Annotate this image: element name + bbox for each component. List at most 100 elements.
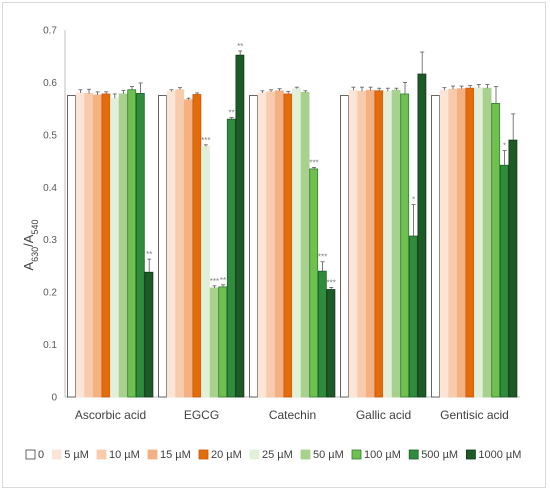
y-tick-label: 0 — [51, 393, 57, 404]
bar — [491, 103, 501, 398]
legend-swatch — [51, 449, 62, 460]
legend-label: 20 µM — [211, 449, 242, 461]
bar — [340, 95, 349, 398]
legend-label: 100 µM — [364, 449, 401, 461]
bar — [218, 286, 228, 398]
bar — [67, 95, 76, 398]
bar — [499, 164, 509, 398]
bar — [283, 93, 293, 398]
significance-label: ** — [237, 42, 243, 51]
legend-label: 50 µM — [313, 449, 344, 461]
legend-swatch — [351, 449, 362, 460]
bar — [118, 93, 128, 398]
bar — [266, 91, 276, 398]
legend-swatch — [96, 449, 107, 460]
legend-swatch — [147, 449, 158, 460]
category-label: Gallic acid — [356, 408, 411, 422]
category-label: Ascorbic acid — [75, 408, 146, 422]
bar — [249, 95, 258, 398]
bar — [110, 97, 119, 398]
bar — [465, 87, 475, 398]
bar — [508, 139, 518, 398]
bar — [175, 89, 185, 398]
significance-label: * — [503, 142, 506, 151]
legend-label: 10 µM — [109, 449, 140, 461]
y-tick-label: 0.6 — [43, 78, 57, 89]
legend: 0 5 µM 10 µM 15 µM 20 µM 25 µM 50 µM 100 µM 500 … — [25, 449, 521, 461]
bar — [101, 93, 111, 398]
legend-swatch — [198, 449, 209, 460]
bar — [391, 89, 401, 398]
bar — [474, 87, 483, 398]
y-tick-label: 0.1 — [43, 340, 57, 351]
bar — [408, 235, 418, 398]
bar — [439, 89, 449, 398]
legend-label: 25 µM — [262, 449, 293, 461]
significance-label: * — [412, 196, 415, 205]
legend-swatch — [249, 449, 260, 460]
bar — [158, 95, 167, 398]
y-tick-label: 0.3 — [43, 235, 57, 246]
bar — [400, 93, 410, 398]
significance-label: *** — [309, 158, 318, 167]
bar — [209, 287, 219, 398]
bar — [144, 271, 154, 398]
labels-layer: **Ascorbic acid****** ******EGCG*********… — [75, 42, 509, 422]
bar — [317, 270, 327, 398]
bar — [92, 94, 102, 398]
bar — [183, 99, 193, 398]
y-tick-label: 0.5 — [43, 130, 57, 141]
bar — [201, 145, 210, 398]
chart-frame — [2, 2, 546, 488]
legend-swatch — [465, 449, 476, 460]
bar — [326, 289, 336, 398]
legend-swatch — [300, 449, 311, 460]
legend-label: 5 µM — [64, 449, 89, 461]
y-axis-label: A630/A540 — [21, 219, 40, 270]
significance-label: ** — [220, 276, 226, 285]
bar — [456, 88, 466, 398]
bar — [482, 87, 492, 398]
bar — [431, 95, 440, 398]
bar — [374, 90, 384, 398]
category-label: EGCG — [184, 408, 219, 422]
bars-layer — [67, 50, 518, 398]
bar — [365, 89, 375, 398]
bar — [448, 88, 458, 398]
legend-swatch — [25, 449, 36, 460]
bar — [357, 90, 367, 398]
bar — [127, 89, 137, 398]
legend-label: 1000 µM — [478, 449, 521, 461]
bar — [257, 92, 267, 398]
legend-label: 15 µM — [160, 449, 191, 461]
bar — [235, 54, 245, 398]
bar — [300, 91, 310, 398]
bar — [292, 88, 301, 398]
bar — [274, 90, 284, 398]
bar — [75, 92, 85, 398]
significance-label: *** — [327, 278, 336, 287]
bar — [192, 94, 202, 398]
significance-label: *** — [201, 136, 210, 145]
bar — [348, 89, 358, 398]
legend-swatch — [408, 449, 419, 460]
y-tick-label: 0.4 — [43, 183, 57, 194]
significance-label: ** — [146, 250, 152, 259]
significance-label: *** — [318, 253, 327, 262]
bar — [417, 73, 427, 398]
significance-label: ** — [228, 109, 234, 118]
bar — [135, 93, 145, 398]
bar — [226, 118, 236, 398]
category-label: Gentisic acid — [440, 408, 509, 422]
y-tick-label: 0.2 — [43, 288, 57, 299]
significance-label: *** — [210, 277, 219, 286]
legend-label: 0 — [38, 449, 44, 461]
y-tick-label: 0.7 — [43, 26, 57, 37]
bar — [309, 168, 319, 398]
category-label: Catechin — [269, 408, 316, 422]
bar — [166, 90, 176, 398]
legend-label: 500 µM — [421, 449, 458, 461]
bar — [383, 90, 392, 398]
bar — [84, 93, 94, 398]
